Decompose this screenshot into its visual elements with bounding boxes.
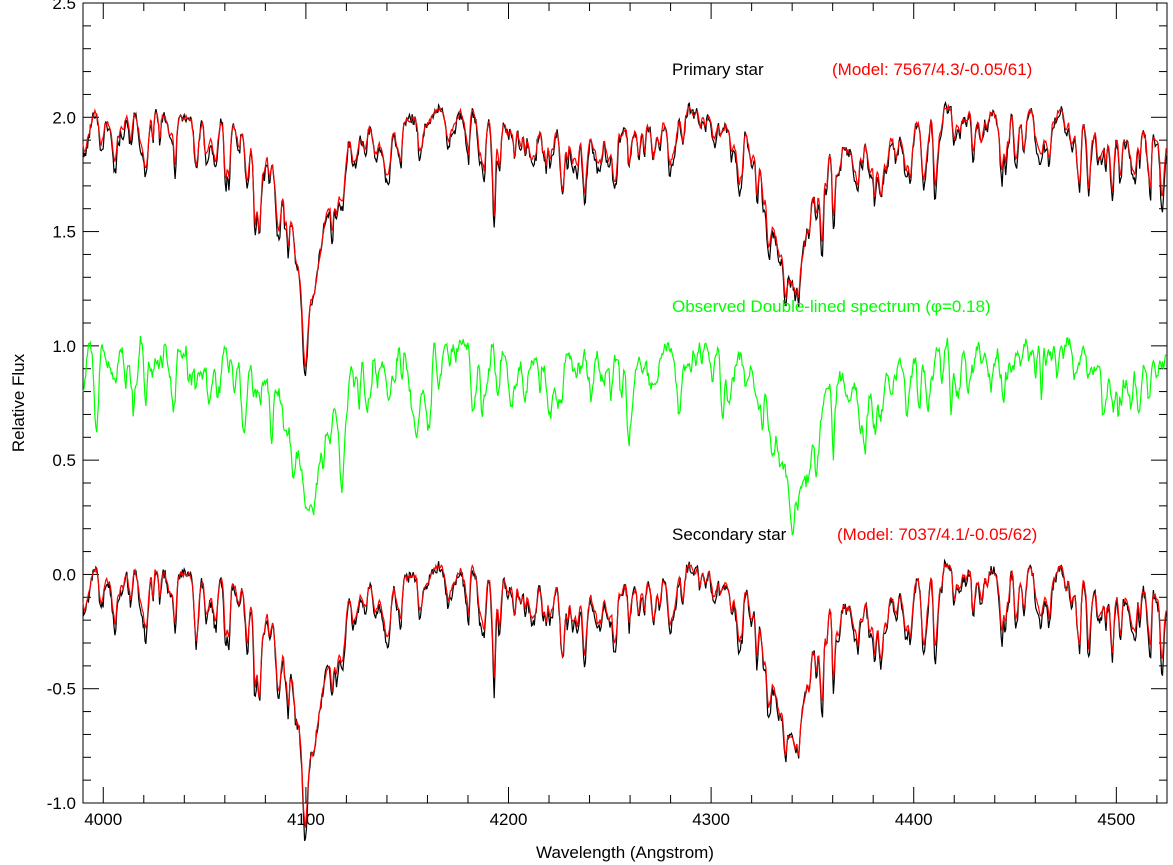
x-tick-label: 4200 bbox=[490, 810, 528, 829]
spectrum-series bbox=[82, 100, 1167, 842]
secondary-star-label: Secondary star bbox=[672, 525, 787, 544]
y-tick-label: 1.0 bbox=[52, 337, 76, 356]
primary-star-label: Primary star bbox=[672, 60, 764, 79]
double-lined-suffix: =0.18) bbox=[942, 297, 991, 316]
double-lined-label: Observed Double-lined spectrum (φ=0.18) bbox=[672, 297, 991, 316]
y-tick-label: 2.0 bbox=[52, 108, 76, 127]
primary-model-label: (Model: 7567/4.3/-0.05/61) bbox=[832, 60, 1032, 79]
double-lined-observed-line bbox=[82, 335, 1167, 536]
y-tick-label: -0.5 bbox=[47, 680, 76, 699]
y-axis-label: Relative Flux bbox=[9, 353, 28, 452]
y-tick-label: 0.0 bbox=[52, 565, 76, 584]
secondary-model-line bbox=[82, 562, 1167, 828]
y-tick-label: -1.0 bbox=[47, 794, 76, 813]
x-tick-label: 4500 bbox=[1097, 810, 1135, 829]
x-tick-label: 4000 bbox=[84, 810, 122, 829]
axis-ticks bbox=[83, 2, 1167, 804]
primary-observed-line bbox=[82, 100, 1167, 377]
y-tick-label: 1.5 bbox=[52, 223, 76, 242]
x-axis-label: Wavelength (Angstrom) bbox=[536, 843, 714, 862]
plot-frame bbox=[82, 2, 1168, 804]
double-lined-prefix: Observed Double-lined spectrum ( bbox=[672, 297, 931, 316]
secondary-observed-line bbox=[82, 558, 1167, 842]
secondary-model-label: (Model: 7037/4.1/-0.05/62) bbox=[837, 525, 1037, 544]
axis-tick-labels: 4000 4100 4200 4300 4400 4500-1.0-0.50.00.51.… bbox=[47, 0, 1136, 829]
x-tick-label: 4400 bbox=[895, 810, 933, 829]
y-tick-label: 2.5 bbox=[52, 0, 76, 13]
primary-model-line bbox=[82, 103, 1167, 368]
x-tick-label: 4300 bbox=[692, 810, 730, 829]
y-tick-label: 0.5 bbox=[52, 451, 76, 470]
phi-symbol: φ bbox=[931, 297, 942, 316]
